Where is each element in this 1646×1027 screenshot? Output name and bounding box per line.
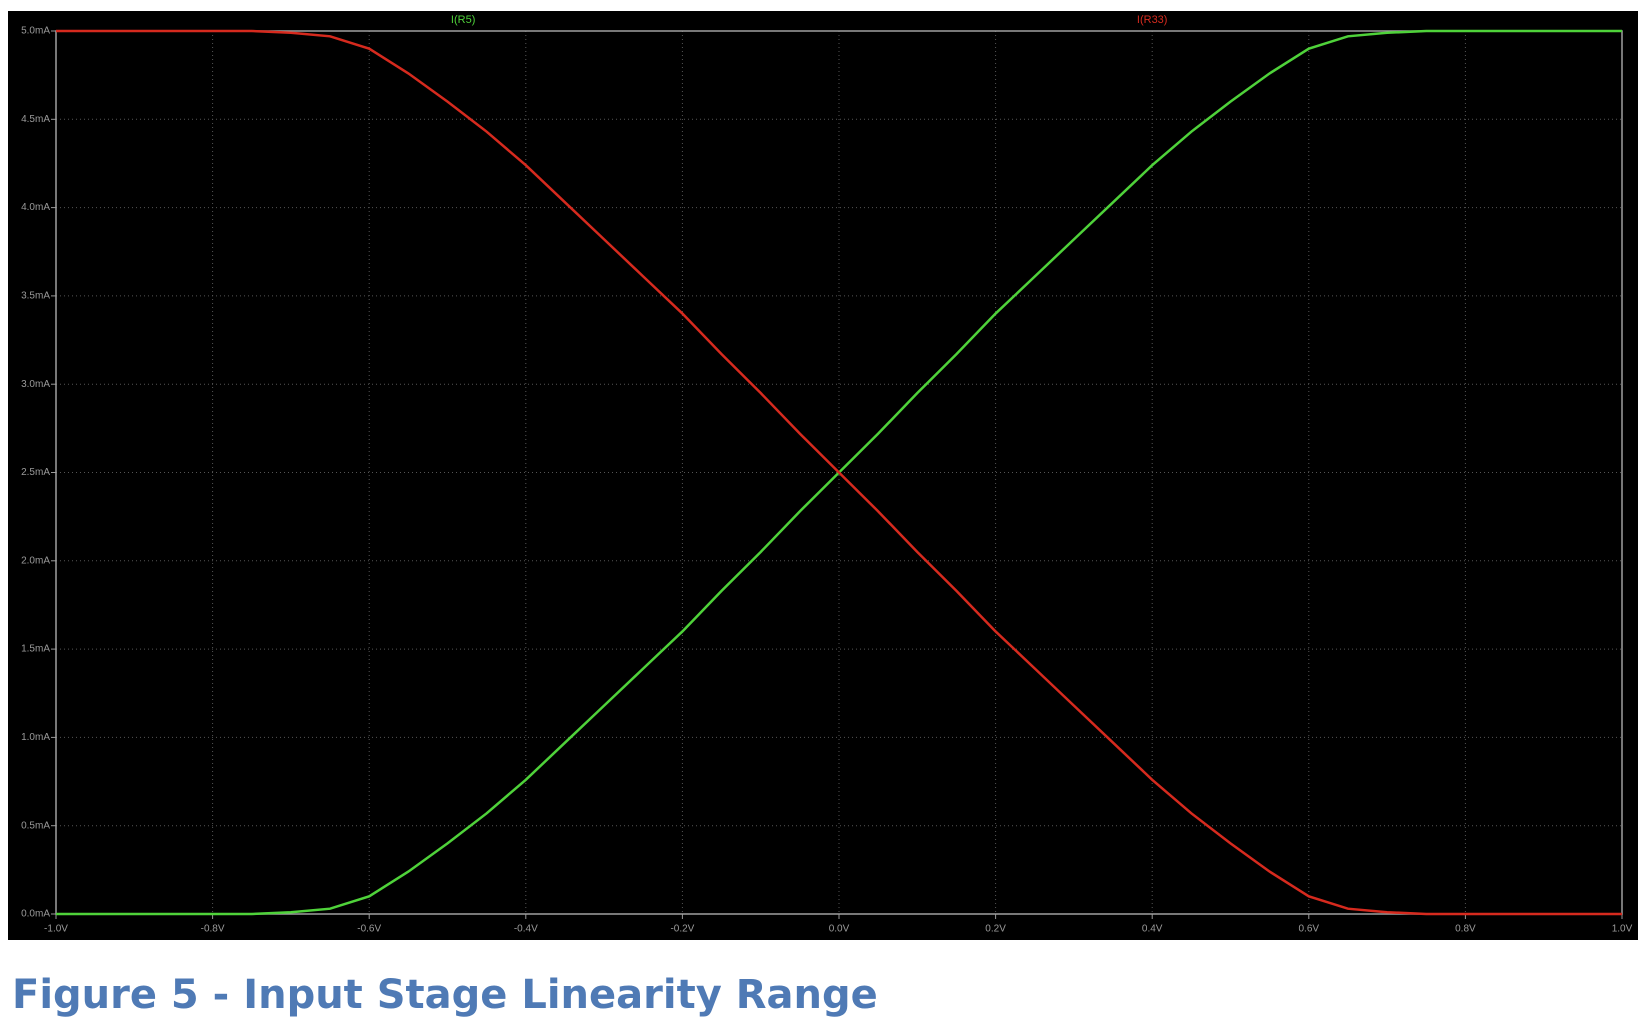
figure-caption: Figure 5 - Input Stage Linearity Range <box>12 972 878 1018</box>
y-tick-label: 4.5mA <box>21 114 50 125</box>
x-tick-label: 0.0V <box>829 924 850 935</box>
y-tick-label: 2.5mA <box>21 467 50 478</box>
y-tick-label: 1.0mA <box>21 732 50 743</box>
legend-label: I(R33) <box>1137 14 1168 26</box>
y-tick-label: 2.0mA <box>21 555 50 566</box>
y-tick-label: 0.5mA <box>21 820 50 831</box>
x-tick-label: 0.6V <box>1299 924 1320 935</box>
series-line <box>56 29 1622 916</box>
x-tick-label: -1.0V <box>44 924 68 935</box>
x-tick-label: 0.8V <box>1455 924 1476 935</box>
x-tick-label: -0.8V <box>201 924 225 935</box>
y-tick-label: 4.0mA <box>21 202 50 213</box>
x-tick-label: 0.2V <box>985 924 1006 935</box>
legend-label: I(R5) <box>451 14 475 26</box>
plot-background <box>8 11 1638 940</box>
x-tick-label: 0.4V <box>1142 924 1163 935</box>
x-tick-label: -0.4V <box>514 924 538 935</box>
plot-border <box>55 30 1623 915</box>
chart: 0.0mA 0.5mA 1.0mA 1.5mA 2.0mA 2.5mA 3.0mA 3.5mA… <box>8 11 1638 940</box>
y-tick-label: 1.5mA <box>21 644 50 655</box>
y-tick-label: 5.0mA <box>21 26 50 37</box>
x-tick-label: -0.6V <box>357 924 381 935</box>
x-tick-label: 1.0V <box>1612 924 1633 935</box>
y-tick-label: 3.0mA <box>21 379 50 390</box>
x-tick-label: -0.2V <box>670 924 694 935</box>
y-tick-label: 3.5mA <box>21 291 50 302</box>
y-tick-label: 0.0mA <box>21 909 50 920</box>
